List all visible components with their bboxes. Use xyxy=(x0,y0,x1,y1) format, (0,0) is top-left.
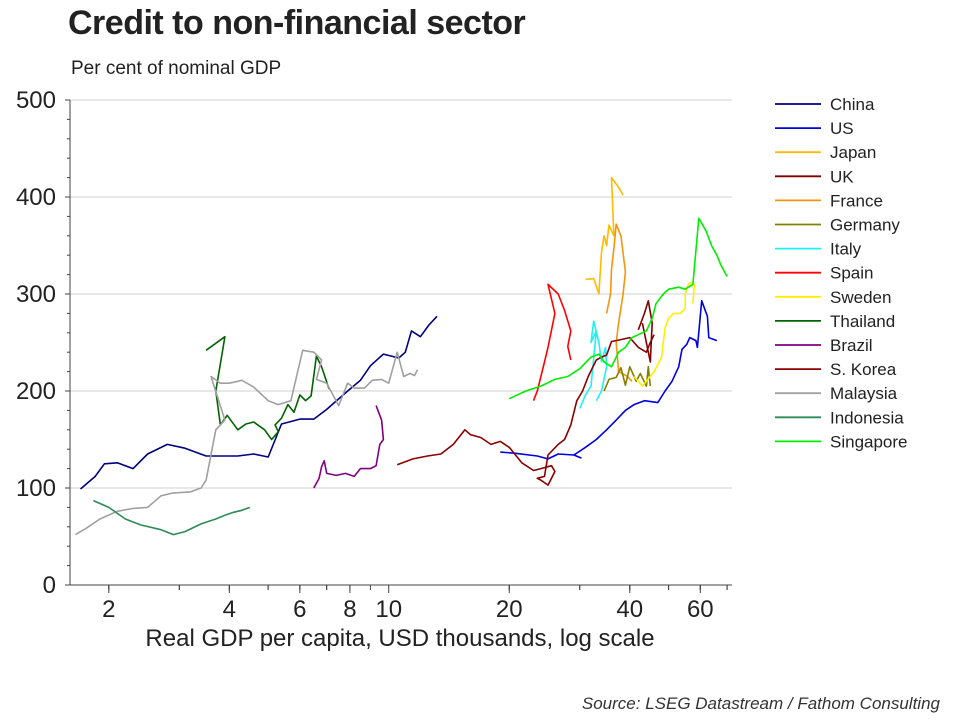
series-line-spain xyxy=(532,283,572,401)
series-line-italy xyxy=(579,320,608,409)
x-tick-label: 8 xyxy=(343,596,356,623)
page-subtitle: Per cent of nominal GDP xyxy=(71,58,282,79)
series-line-sweden xyxy=(633,281,696,387)
legend-label: Germany xyxy=(830,216,900,235)
y-tick-label: 0 xyxy=(43,572,56,599)
series-line-japan xyxy=(585,176,624,295)
series-lines xyxy=(74,176,728,536)
series-line-uk xyxy=(637,300,653,363)
x-tick-label: 40 xyxy=(616,596,643,623)
legend-label: Spain xyxy=(830,264,873,283)
legend-label: France xyxy=(830,191,883,210)
legend-label: Singapore xyxy=(830,432,908,451)
series-line-china xyxy=(79,315,438,490)
x-axis-label: Real GDP per capita, USD thousands, log … xyxy=(145,625,654,652)
legend-label: Brazil xyxy=(830,336,873,355)
x-tick-label: 60 xyxy=(687,596,714,623)
series-line-s-korea xyxy=(396,334,655,486)
x-tick-label: 20 xyxy=(496,596,523,623)
series-line-france xyxy=(605,223,633,382)
series-line-singapore xyxy=(508,217,728,400)
series-line-us xyxy=(500,300,718,460)
x-tick-label: 10 xyxy=(375,596,402,623)
legend-label: US xyxy=(830,119,854,138)
legend-label: Thailand xyxy=(830,312,895,331)
page-title: Credit to non-financial sector xyxy=(68,4,526,42)
legend: China US Japan UK France Germany Italy Spain Swe… xyxy=(775,95,908,451)
legend-label: Italy xyxy=(830,240,862,259)
y-tick-label: 500 xyxy=(16,87,56,114)
series-line-germany xyxy=(603,366,652,392)
series-line-malaysia xyxy=(74,349,419,536)
y-tick-label: 400 xyxy=(16,184,56,211)
x-tick-label: 2 xyxy=(102,596,115,623)
legend-label: Indonesia xyxy=(830,408,904,427)
grid-lines xyxy=(70,99,732,489)
legend-label: Malaysia xyxy=(830,384,898,403)
legend-label: China xyxy=(830,95,875,114)
source-note: Source: LSEG Datastream / Fathom Consult… xyxy=(581,694,940,713)
legend-label: S. Korea xyxy=(830,360,897,379)
y-tick-label: 100 xyxy=(16,475,56,502)
series-line-brazil xyxy=(313,405,385,489)
x-tick-label: 4 xyxy=(223,596,236,623)
y-tick-label: 200 xyxy=(16,378,56,405)
legend-label: UK xyxy=(830,167,854,186)
y-tick-label: 300 xyxy=(16,281,56,308)
legend-label: Sweden xyxy=(830,288,891,307)
axes: 0 100 200 300 400 500 2 4 6 8 10 20 40 60 xyxy=(16,87,732,623)
x-tick-label: 6 xyxy=(293,596,306,623)
legend-label: Japan xyxy=(830,143,876,162)
series-line-indonesia xyxy=(93,499,251,536)
